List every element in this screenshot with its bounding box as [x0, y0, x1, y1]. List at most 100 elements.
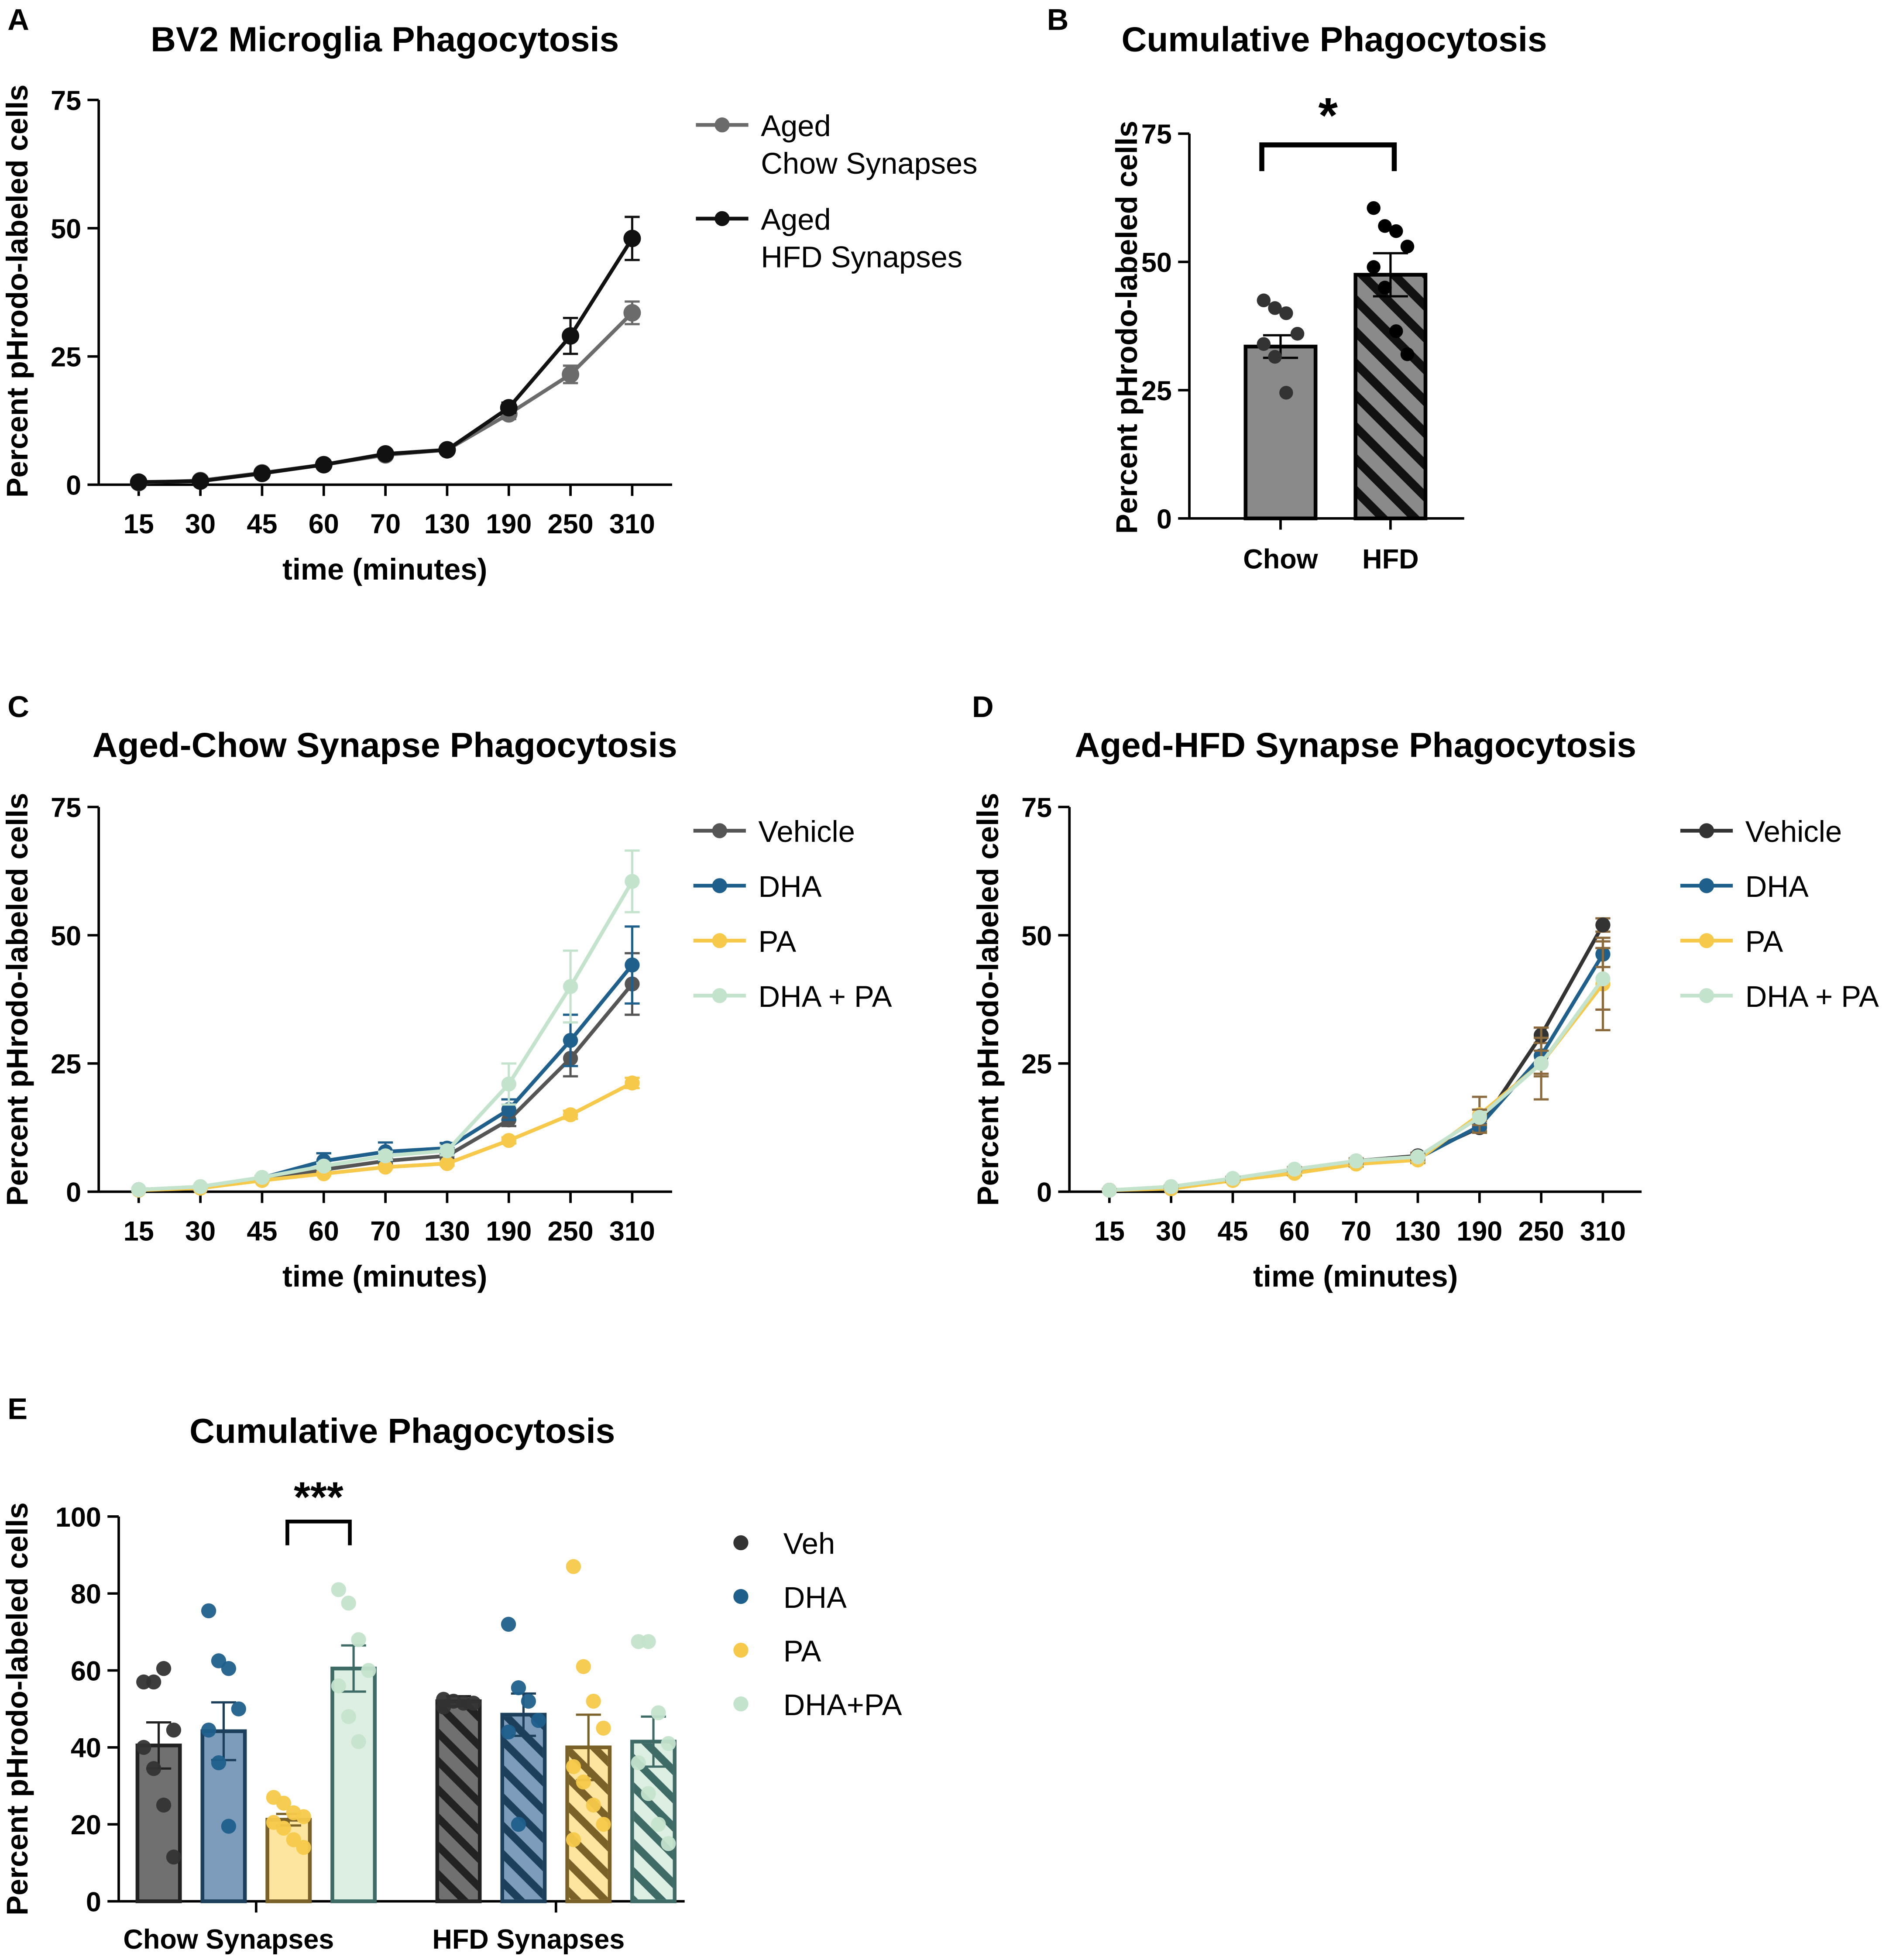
- panel-c-dha-pa-point: [192, 1179, 208, 1195]
- panel-c-legend-dha-pa-swatch-marker: [712, 988, 727, 1003]
- panel-c-dha-point: [625, 957, 640, 973]
- panel-d-legend-pa-swatch-marker: [1699, 933, 1714, 948]
- panel-c-xlabel: time (minutes): [282, 1260, 487, 1293]
- panel-a-aged-chow-synapses-point: [562, 365, 580, 383]
- panel-c-legend-dha-label: DHA: [759, 870, 822, 903]
- panel-e-chow-synapses-veh-point: [156, 1661, 172, 1676]
- panel-c-dha-pa-point: [131, 1182, 146, 1198]
- panel-c-pa-point: [625, 1075, 640, 1091]
- panel-d-dha-pa-point: [1410, 1149, 1425, 1164]
- panel-a-legend-aged-hfd-synapses-label: Aged: [761, 203, 831, 237]
- panel-c-dha-pa-point: [563, 979, 578, 994]
- panel-d-legend-dha-swatch-marker: [1699, 878, 1714, 893]
- panel-c-ytick-label: 25: [51, 1049, 81, 1080]
- panel-b-chow-point: [1257, 337, 1271, 351]
- panel-d-xtick-label: 15: [1094, 1216, 1125, 1246]
- panel-c-pa-point: [501, 1133, 516, 1148]
- panel-c-dha-pa-point: [501, 1076, 516, 1092]
- panel-e-chow-synapses-pa-point: [276, 1795, 291, 1811]
- panel-e-hfd-synapses-dha-point: [501, 1617, 516, 1632]
- panel-e-chow-synapses-dha-point: [221, 1819, 237, 1834]
- panel-e-chow-synapses-dha-pa-point: [331, 1582, 346, 1597]
- panel-d-ytick-label: 50: [1021, 921, 1052, 951]
- panel-c-ytick-label: 50: [51, 921, 81, 951]
- panel-a-xtick-label: 60: [309, 509, 339, 539]
- panel-a-xtick-label: 45: [247, 509, 277, 539]
- panel-d-xlabel: time (minutes): [1253, 1260, 1458, 1293]
- panel-c-xtick-label: 310: [609, 1216, 655, 1246]
- panel-a-xtick-label: 30: [185, 509, 216, 539]
- panel-a-aged-hfd-synapses-point: [253, 464, 271, 482]
- panel-d-legend: Vehicle DHA PA DHA + PA: [1680, 815, 1879, 1013]
- panel-a-legend-aged-hfd-synapses-swatch-marker: [714, 211, 730, 227]
- panel-b: Cumulative Phagocytosis Percent pHrodo-l…: [1110, 19, 1547, 574]
- panel-e-hfd-synapses-dha-point: [511, 1680, 526, 1696]
- panel-d-legend-pa-label: PA: [1745, 925, 1783, 958]
- panel-c-legend-vehicle-swatch-marker: [712, 823, 727, 838]
- panel-d-xtick-label: 60: [1279, 1216, 1310, 1246]
- panel-e-legend-dha-swatch: [733, 1589, 749, 1604]
- panel-e-ylabel: Percent pHrodo-labeled cells: [0, 1502, 34, 1915]
- panel-e-hfd-synapses-pa-point: [576, 1775, 591, 1790]
- panel-b-hfd-point: [1378, 219, 1392, 233]
- panel-c-xtick-label: 30: [185, 1216, 216, 1246]
- panel-c-plot: 0 25 50 75 15 30 45 60 70 130 190 250 310: [51, 793, 673, 1246]
- panel-a-aged-hfd-synapses-point: [438, 441, 456, 459]
- panel-a-ytick-label: 25: [51, 342, 81, 373]
- panel-b-hfd-point: [1389, 324, 1403, 338]
- panel-d-ytick-label: 25: [1021, 1049, 1052, 1080]
- panel-d-legend-dha-pa-label: DHA + PA: [1745, 980, 1879, 1013]
- panel-b-hfd-point: [1389, 224, 1403, 238]
- panel-a-legend-aged-chow-synapses-swatch-marker: [714, 117, 730, 133]
- panel-d-ylabel: Percent pHrodo-labeled cells: [971, 793, 1005, 1206]
- panel-b-significance-bracket: [1259, 142, 1397, 172]
- panel-letter-e: E: [7, 1392, 27, 1426]
- panel-e-hfd-synapses-dha-point: [521, 1693, 536, 1709]
- panel-e-ytick-label: 20: [71, 1810, 101, 1840]
- panel-e-chow-synapses-dha-point: [231, 1701, 246, 1716]
- panel-e-legend-dha-pa-swatch: [733, 1696, 749, 1712]
- panel-e-hfd-synapses-dha-pa-point: [661, 1736, 676, 1751]
- panel-a-aged-hfd-synapses-point: [623, 230, 641, 247]
- panel-d-vehicle-point: [1595, 917, 1611, 933]
- panel-c-xtick-label: 130: [424, 1216, 470, 1246]
- panel-d-legend-dha-pa-swatch-marker: [1699, 988, 1714, 1003]
- panel-e-hfd-synapses-dha-pa-point: [641, 1634, 656, 1649]
- panel-e-legend-pa-label: PA: [783, 1634, 821, 1668]
- panel-a-aged-hfd-synapses-point: [315, 456, 333, 474]
- panel-e-chow-synapses-pa-point: [276, 1820, 291, 1836]
- panel-b-chow-point: [1268, 350, 1282, 364]
- panel-b-plot: 0 25 50 75 Chow HFD *: [1141, 87, 1464, 574]
- panel-a-aged-hfd-synapses-point: [130, 473, 148, 491]
- panel-a-xtick-label: 130: [424, 509, 470, 539]
- panel-b-hfd-point: [1378, 281, 1392, 295]
- panel-e-chow-synapses-veh-point: [146, 1674, 161, 1690]
- panel-a-legend-aged-chow-synapses-label: Chow Synapses: [761, 147, 977, 180]
- panel-e-chow-synapses-dha-pa-point: [341, 1709, 356, 1724]
- panel-e-chow-synapses-dha-pa-point: [351, 1632, 366, 1648]
- panel-e-hfd-synapses-dha-point: [501, 1724, 516, 1740]
- panel-c-xtick-label: 45: [247, 1216, 277, 1246]
- panel-d-dha-pa-point: [1225, 1171, 1240, 1186]
- panel-e-chow-synapses-dha-point: [201, 1603, 216, 1619]
- panel-d-ytick-label: 75: [1021, 793, 1052, 823]
- panel-e-title: Cumulative Phagocytosis: [189, 1411, 615, 1450]
- panel-e-legend: Veh DHA PA DHA+PA: [733, 1527, 902, 1722]
- panel-d-ytick-label: 0: [1037, 1177, 1052, 1208]
- panel-e-ytick-label: 60: [71, 1656, 101, 1686]
- panel-d-xtick-label: 310: [1580, 1216, 1626, 1246]
- panel-c-dha-pa-point: [254, 1170, 270, 1185]
- panel-d-legend-vehicle-label: Vehicle: [1745, 815, 1842, 848]
- panel-e-hfd-synapses-pa-point: [596, 1720, 611, 1736]
- panel-e-significance-bracket: [285, 1520, 352, 1545]
- panel-b-chow-point: [1268, 301, 1282, 315]
- panel-d-vehicle-line: [1109, 924, 1605, 1192]
- panel-e-hfd-synapses-dha-point: [531, 1713, 546, 1728]
- panel-e-chow-synapses-veh-point: [166, 1722, 182, 1738]
- panel-a-ytick-label: 50: [51, 214, 81, 244]
- panel-b-hfd-point: [1367, 260, 1381, 274]
- panel-b-hfd-point: [1400, 240, 1415, 254]
- panel-a-xtick-label: 250: [548, 509, 594, 539]
- panel-c-xtick-label: 250: [548, 1216, 594, 1246]
- panel-e-hfd-synapses-veh-point: [466, 1696, 481, 1711]
